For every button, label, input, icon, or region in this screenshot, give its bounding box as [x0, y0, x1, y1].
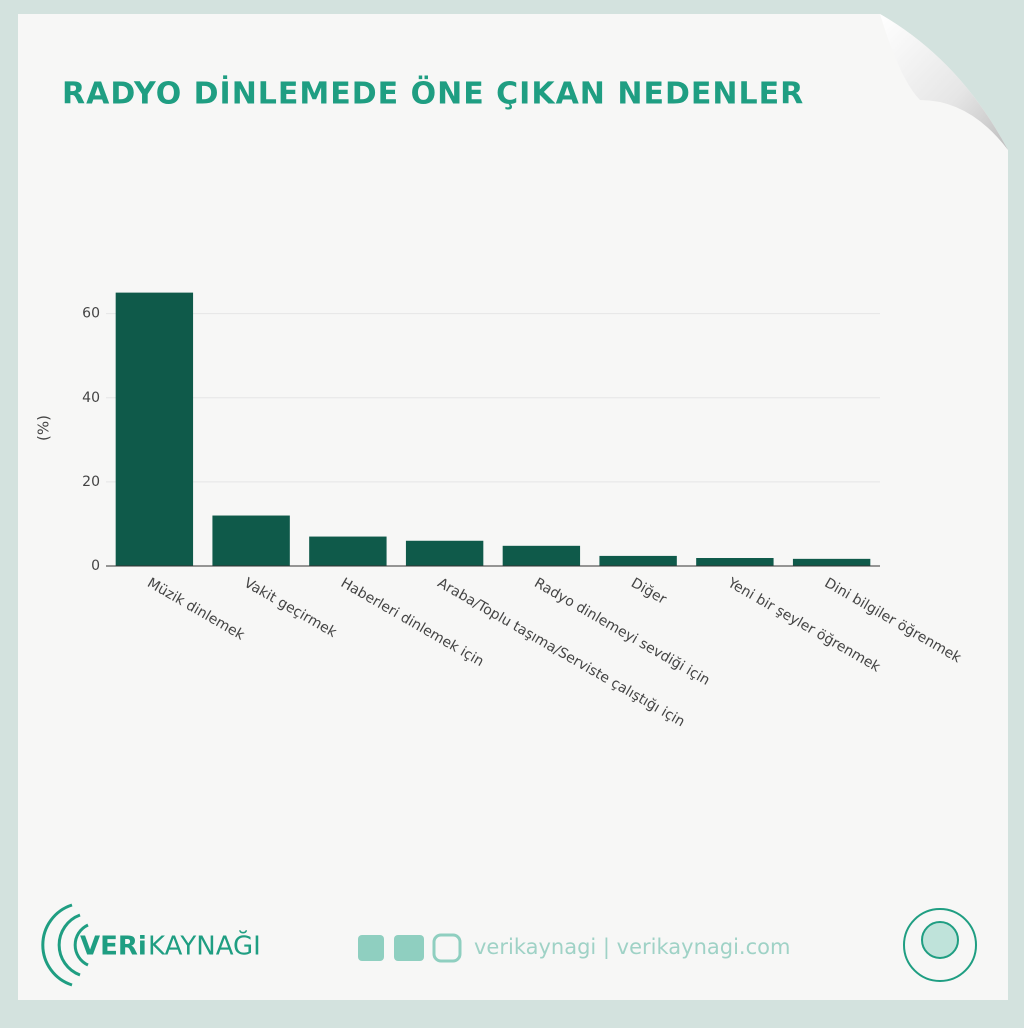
y-tick-label: 60 [82, 306, 100, 322]
bar [599, 555, 677, 566]
logo-arc [41, 903, 73, 987]
facebook-icon[interactable] [358, 935, 384, 961]
page [18, 14, 1008, 1000]
y-axis-label: (%) [35, 415, 53, 441]
bar [696, 558, 774, 566]
logo-arc [57, 913, 81, 977]
logo-arc [73, 923, 89, 967]
y-tick-label: 20 [82, 474, 100, 490]
bar [502, 545, 581, 566]
bar [792, 558, 871, 566]
bar [309, 536, 387, 566]
bar [405, 540, 484, 566]
y-tick-label: 40 [82, 390, 100, 406]
logo-light: KAYNAĞI [148, 930, 261, 962]
twitter-icon[interactable] [394, 935, 424, 961]
globe-icon [921, 921, 959, 959]
chart-title: RADYO DİNLEMEDE ÖNE ÇIKAN NEDENLER [62, 75, 804, 112]
globe-badge [903, 908, 977, 982]
page-curl [880, 14, 1008, 150]
bar [115, 292, 194, 566]
bar [212, 515, 290, 566]
instagram-icon[interactable] [432, 933, 462, 963]
logo: VERi KAYNAĞI [41, 903, 261, 987]
y-tick-label: 0 [91, 558, 100, 574]
social-text: verikaynagi | verikaynagi.com [474, 935, 790, 960]
logo-bold: VERi [80, 932, 147, 962]
